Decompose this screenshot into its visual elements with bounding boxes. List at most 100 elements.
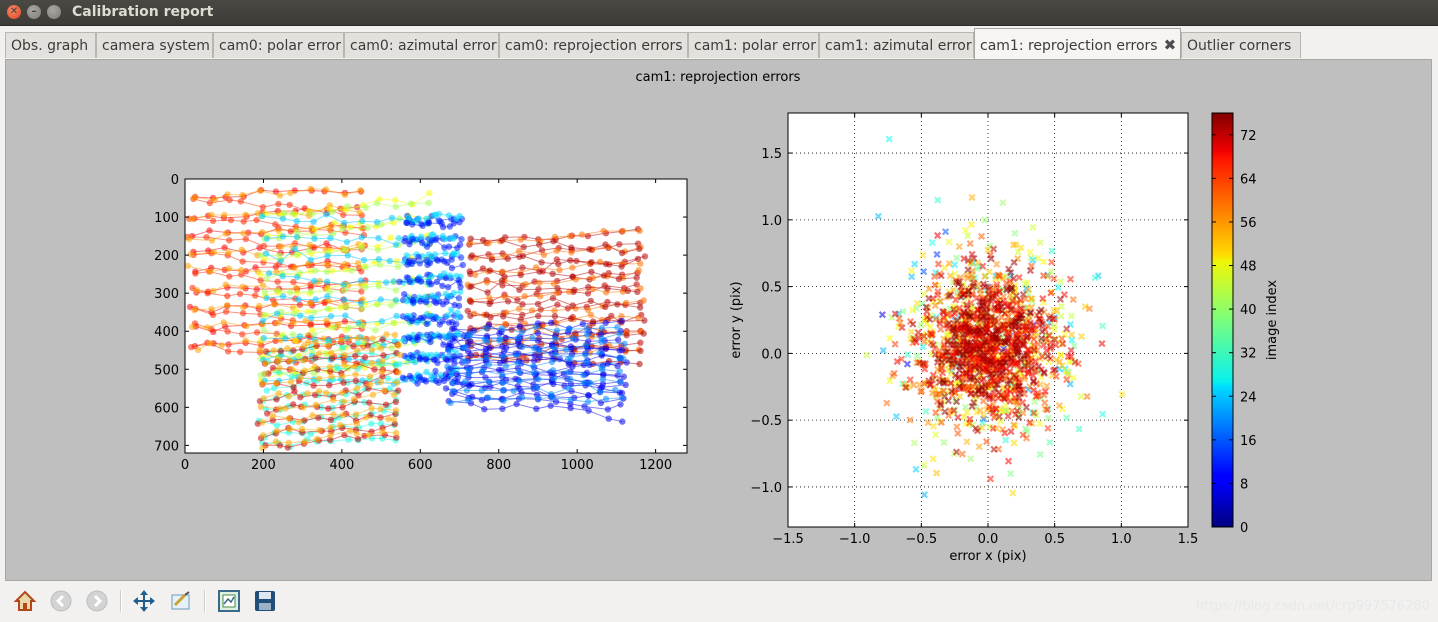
error-point (1005, 321, 1013, 329)
error-point (1050, 275, 1058, 283)
tab-close-icon[interactable]: ✖ (1163, 36, 1177, 54)
tab-camera-system[interactable]: camera system (96, 32, 213, 58)
corner-point (444, 259, 451, 266)
error-point (953, 423, 961, 431)
corner-point (225, 249, 232, 256)
tab-outlier-corners[interactable]: Outlier corners (1181, 32, 1301, 58)
right-xtick-label: 1.5 (1178, 532, 1199, 547)
corner-point (488, 256, 496, 263)
corner-point (366, 381, 374, 388)
corner-point (435, 379, 442, 386)
pan-icon (133, 590, 155, 612)
corner-point (257, 277, 264, 284)
corner-point (272, 221, 279, 228)
window-maximize-button[interactable] (47, 5, 61, 19)
error-point (961, 226, 970, 234)
error-point (949, 324, 957, 332)
tab-obs-graph[interactable]: Obs. graph (5, 32, 96, 58)
corner-point (380, 387, 388, 394)
corner-point (281, 209, 288, 217)
corner-point (325, 405, 332, 412)
corner-point (340, 281, 347, 288)
corner-point (461, 378, 469, 385)
error-point (1006, 286, 1015, 294)
corner-point (540, 251, 548, 259)
error-point (1056, 295, 1064, 303)
error-point (938, 358, 946, 366)
corner-point (392, 297, 400, 304)
corner-point (377, 378, 384, 386)
corner-point (623, 332, 630, 339)
corner-point (307, 185, 314, 193)
save-button[interactable] (252, 588, 278, 614)
corner-point (619, 418, 626, 425)
corner-point (224, 348, 232, 355)
corner-point (597, 399, 605, 407)
window-minimize-button[interactable]: – (27, 5, 41, 19)
zoom-button[interactable] (168, 588, 194, 614)
corner-point (355, 392, 362, 399)
corner-point (624, 287, 631, 294)
tab-cam0-azimutal-error[interactable]: cam0: azimutal error (344, 32, 499, 58)
corner-point (210, 287, 217, 294)
tab-cam0-polar-error[interactable]: cam0: polar error (213, 32, 344, 58)
corner-point (533, 405, 540, 412)
error-point (906, 376, 914, 384)
corner-point (237, 348, 244, 356)
corner-point (487, 383, 494, 390)
error-point (966, 347, 974, 355)
corner-point (556, 266, 563, 274)
error-point (1044, 414, 1052, 422)
corner-point (315, 350, 323, 357)
right-ytick-label: 1.5 (761, 147, 782, 162)
corner-point (311, 226, 319, 233)
corner-point (530, 369, 537, 376)
corner-point (312, 296, 319, 303)
window-close-button[interactable]: ✕ (7, 5, 21, 19)
corner-point (286, 426, 293, 433)
error-point (1011, 323, 1019, 331)
pan-button[interactable] (131, 588, 157, 614)
forward-button[interactable] (84, 588, 110, 614)
error-point (919, 343, 927, 351)
error-point (962, 369, 971, 377)
error-point (1021, 361, 1029, 370)
corner-point (634, 288, 641, 296)
corner-point (352, 352, 359, 360)
figure-canvas[interactable]: cam1: reprojection errors 0 200 400 600 800 1… (6, 60, 1431, 580)
corner-point (468, 283, 475, 290)
error-point (1075, 425, 1083, 433)
home-button[interactable] (12, 588, 38, 614)
error-point (1051, 336, 1059, 344)
corner-point (339, 225, 346, 232)
corner-point (392, 203, 399, 210)
tab-cam1-reprojection-errors[interactable]: cam1: reprojection errors ✖ (974, 28, 1181, 59)
corner-point (616, 378, 624, 386)
corner-point (377, 296, 384, 303)
corner-point (327, 313, 335, 320)
corner-point (342, 312, 349, 319)
error-point (1027, 254, 1035, 262)
corner-point (569, 302, 576, 309)
error-point (990, 245, 998, 253)
tab-cam1-azimutal-error[interactable]: cam1: azimutal error (819, 32, 974, 58)
corner-point (291, 245, 299, 252)
tab-cam0-reprojection-errors[interactable]: cam0: reprojection errors (499, 32, 688, 58)
error-point (1021, 295, 1029, 303)
corner-point (358, 234, 365, 241)
error-point (1001, 395, 1009, 403)
corner-point (327, 432, 334, 439)
back-button[interactable] (48, 588, 74, 614)
corner-point (187, 251, 194, 258)
corner-point (442, 371, 450, 378)
corner-point (226, 273, 233, 280)
error-point (1034, 254, 1042, 262)
error-point (920, 268, 928, 276)
error-point (1099, 410, 1107, 418)
error-point (1047, 289, 1055, 297)
corner-point (535, 312, 542, 320)
configure-subplots-button[interactable] (216, 588, 242, 614)
corner-point (421, 293, 429, 301)
tab-cam1-polar-error[interactable]: cam1: polar error (688, 32, 819, 58)
right-xlabel: error x (pix) (949, 549, 1026, 564)
